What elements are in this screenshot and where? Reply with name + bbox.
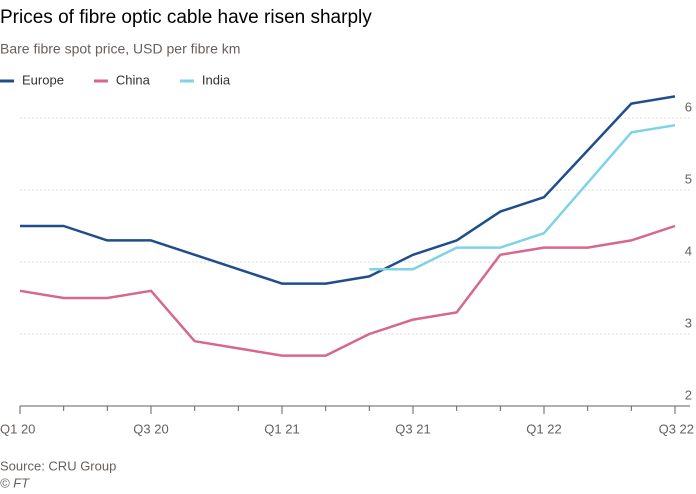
x-tick-label: Q3 21 [395, 421, 430, 436]
series-line [20, 95, 676, 285]
x-tick-label: Q3 20 [133, 421, 168, 436]
source: Source: CRU Group [0, 458, 116, 473]
legend-label: Europe [22, 72, 64, 87]
y-tick-label: 5 [685, 171, 692, 186]
x-tick-label: Q1 21 [264, 421, 299, 436]
y-tick-label: 6 [685, 99, 692, 114]
y-tick-label: 2 [685, 387, 692, 402]
chart-subtitle: Bare fibre spot price, USD per fibre km [0, 41, 240, 57]
chart-title: Prices of fibre optic cable have risen s… [0, 7, 372, 28]
x-tick-label: Q1 22 [526, 421, 561, 436]
credit: © FT [0, 475, 30, 489]
legend-label: India [202, 72, 231, 87]
x-tick-label: Q1 20 [0, 421, 35, 436]
series-line [19, 224, 676, 357]
y-tick-label: 3 [685, 315, 692, 330]
y-tick-label: 4 [685, 243, 692, 258]
legend-label: China [116, 72, 151, 87]
series-line [369, 123, 676, 271]
x-tick-label: Q3 22 [659, 421, 694, 436]
